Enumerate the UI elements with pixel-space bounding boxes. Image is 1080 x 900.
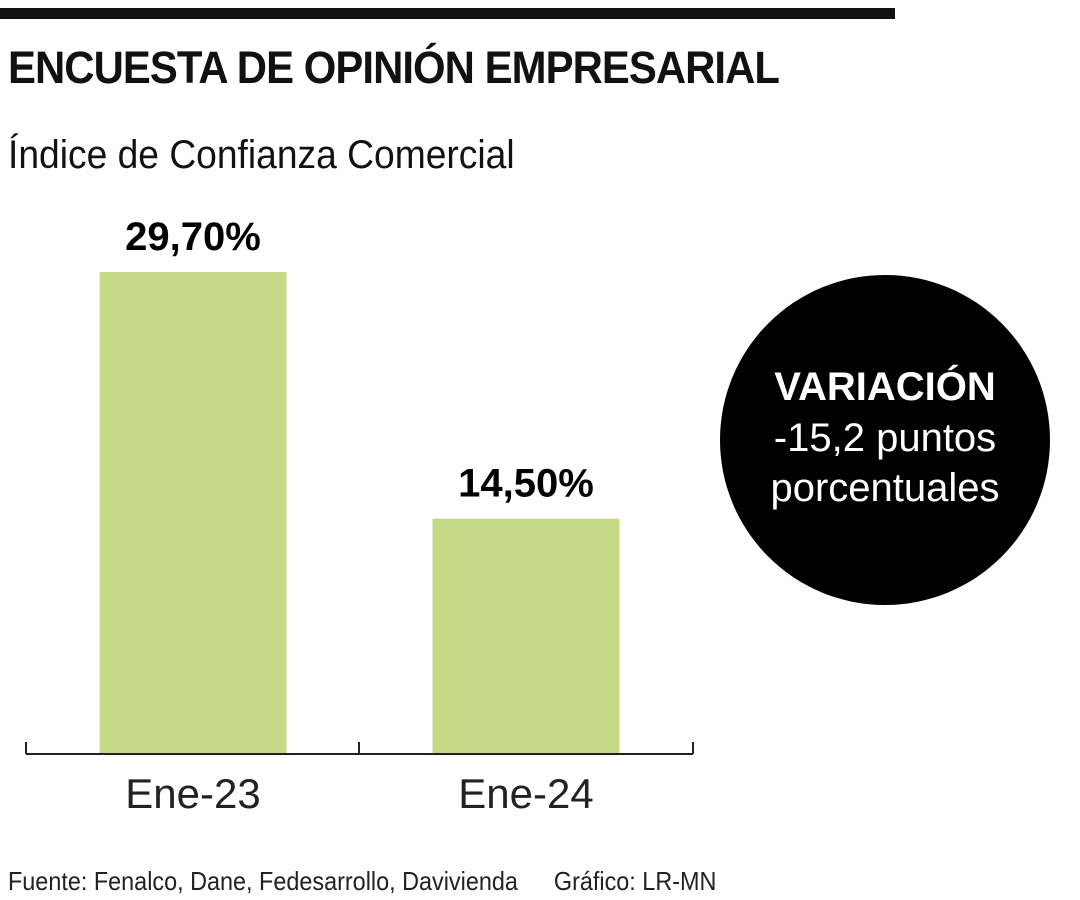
- data-label: 29,70%: [125, 215, 261, 259]
- bar-Ene-24: [432, 518, 620, 754]
- source-text: Fuente: Fenalco, Dane, Fedesarrollo, Dav…: [8, 866, 518, 896]
- category-label: Ene-23: [125, 770, 260, 817]
- category-label: Ene-24: [458, 770, 593, 817]
- chart-subtitle: Índice de Confianza Comercial: [8, 133, 515, 177]
- callout-line2: porcentuales: [770, 466, 1000, 510]
- chart-title: ENCUESTA DE OPINIÓN EMPRESARIAL: [8, 42, 780, 93]
- variation-callout: VARIACIÓN -15,2 puntos porcentuales: [720, 275, 1050, 605]
- footer: Fuente: Fenalco, Dane, Fedesarrollo, Dav…: [8, 866, 716, 897]
- callout-line1: -15,2 puntos: [773, 416, 997, 460]
- credit-text: Gráfico: LR-MN: [553, 866, 717, 896]
- data-label: 14,50%: [458, 462, 594, 506]
- top-rule: [0, 8, 895, 19]
- bar-Ene-23: [99, 272, 287, 754]
- callout-heading: VARIACIÓN: [774, 365, 996, 409]
